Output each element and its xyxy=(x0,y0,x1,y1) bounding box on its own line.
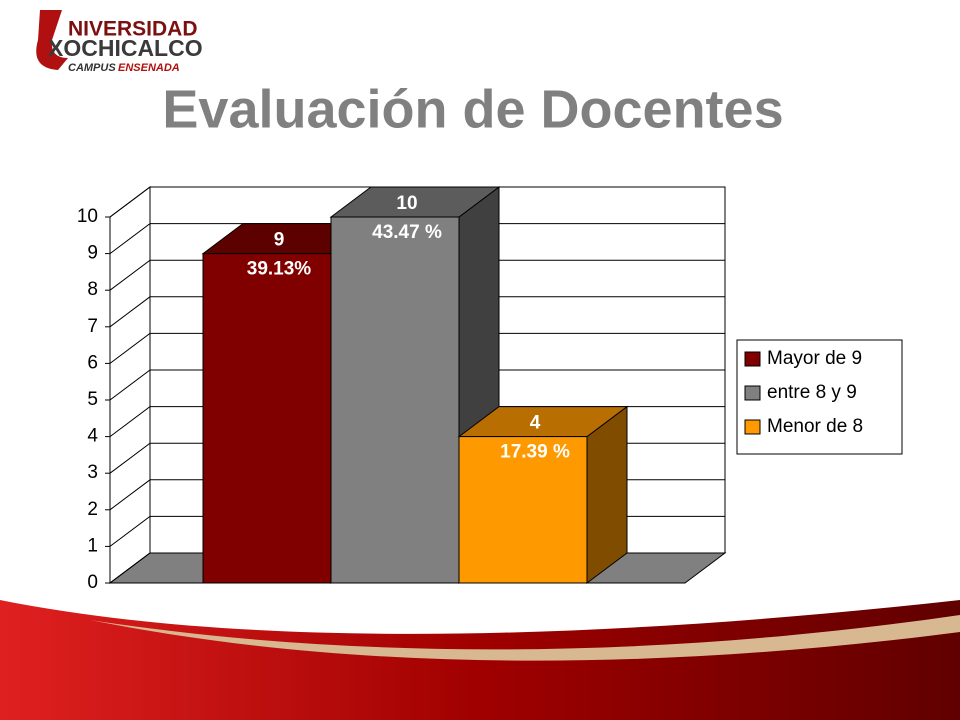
bar-front xyxy=(458,436,588,584)
grid-line xyxy=(109,369,725,401)
y-tick-label: 5 xyxy=(87,389,98,410)
grid-line xyxy=(109,223,725,255)
value-label: 4 xyxy=(530,413,541,434)
y-tick-label: 8 xyxy=(87,279,98,300)
y-tick-label: 3 xyxy=(87,462,98,483)
logo-text: XOCHICALCO xyxy=(48,35,203,61)
grid-line xyxy=(109,259,725,291)
legend-swatch xyxy=(744,351,761,367)
y-tick-label: 6 xyxy=(87,352,98,373)
bar-front xyxy=(202,253,332,584)
y-tick-label: 0 xyxy=(87,572,98,593)
legend-swatch xyxy=(744,385,761,401)
legend-box xyxy=(736,339,903,455)
legend-label: entre 8 y 9 xyxy=(767,382,857,403)
percent-label: 17.39 % xyxy=(500,442,570,463)
logo-text: ENSENADA xyxy=(118,62,180,74)
legend-label: Menor de 8 xyxy=(767,416,863,437)
logo-text: CAMPUS xyxy=(68,62,116,74)
grid-line xyxy=(109,296,725,328)
grid-line xyxy=(109,332,725,364)
logo-mark xyxy=(36,10,68,70)
y-tick-label: 4 xyxy=(87,426,98,447)
legend-label: Mayor de 9 xyxy=(767,348,862,369)
chart-title: Evaluación de Docentes xyxy=(162,79,783,139)
bar-side xyxy=(586,405,628,584)
percent-label: 39.13% xyxy=(247,259,312,280)
y-tick-label: 7 xyxy=(87,316,98,337)
y-tick-label: 9 xyxy=(87,243,98,264)
grid-line xyxy=(109,186,725,218)
footer-stripe xyxy=(90,615,960,661)
value-label: 10 xyxy=(396,193,417,214)
bar xyxy=(457,405,629,584)
value-label: 9 xyxy=(274,230,285,251)
y-tick-label: 2 xyxy=(87,499,98,520)
y-tick-label: 1 xyxy=(87,535,98,556)
logo-text: NIVERSIDAD xyxy=(68,18,198,41)
y-tick-label: 10 xyxy=(77,206,98,227)
legend-swatch xyxy=(744,419,761,435)
percent-label: 43.47 % xyxy=(372,222,442,243)
bar-front xyxy=(330,216,460,584)
